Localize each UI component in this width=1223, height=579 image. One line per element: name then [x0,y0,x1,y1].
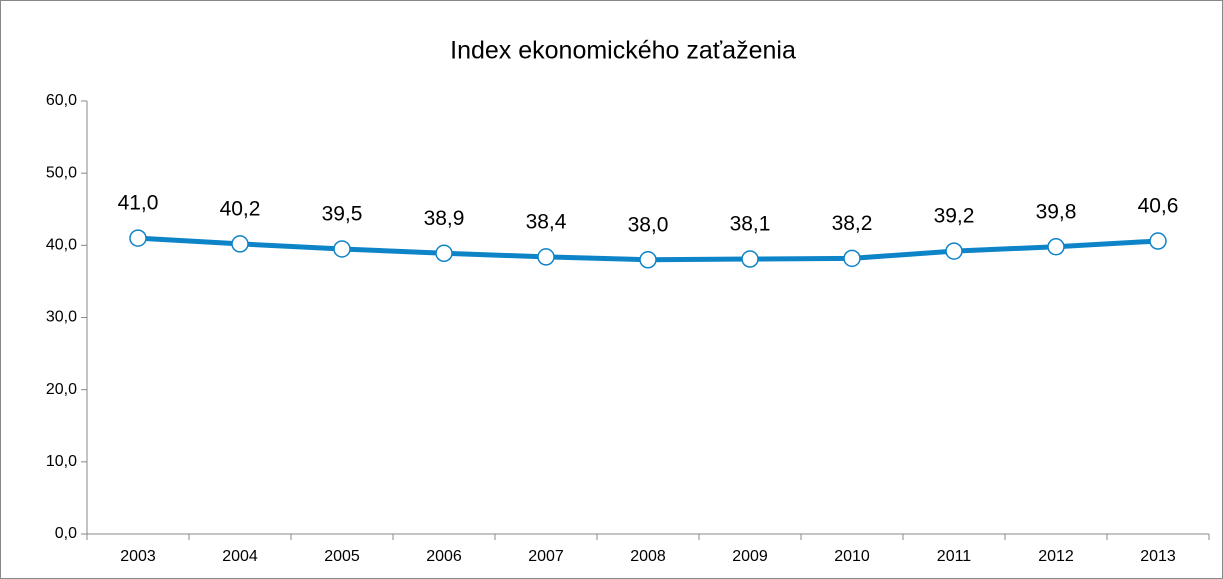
chart-title: Index ekonomického zaťaženia [450,37,796,65]
x-tick-label: 2004 [222,548,258,565]
point-marker [231,235,249,253]
x-tick-label: 2003 [120,548,156,565]
y-tick-label: 50,0 [46,164,77,181]
y-tick-label: 20,0 [46,381,77,398]
data-label: 38,2 [832,212,873,235]
y-tick-label: 40,0 [46,237,77,254]
x-tick-label: 2005 [324,548,360,565]
data-label: 38,9 [424,207,465,230]
point-marker [741,250,759,268]
data-label: 38,4 [526,210,567,233]
data-label: 40,2 [220,197,261,220]
y-tick-label: 60,0 [46,92,77,109]
x-tick-label: 2012 [1038,548,1074,565]
data-label: 41,0 [118,192,159,215]
x-tick-label: 2008 [630,548,666,565]
point-marker [843,249,861,268]
data-label: 39,8 [1036,200,1077,223]
x-tick-label: 2010 [834,548,870,565]
y-tick-label: 0,0 [55,525,77,542]
x-tick-label: 2013 [1140,548,1176,565]
data-label: 38,0 [628,213,669,236]
point-marker [639,251,657,269]
data-label: 38,1 [730,213,771,236]
data-label: 39,2 [934,205,975,228]
point-marker [129,229,147,247]
x-tick-label: 2006 [426,548,462,565]
point-marker [537,248,555,266]
point-marker [1149,232,1167,250]
data-label: 39,5 [322,202,363,225]
data-label: 40,6 [1138,195,1179,218]
point-marker [435,244,453,263]
point-marker [945,242,963,260]
x-tick-label: 2009 [732,548,768,565]
point-marker [1047,238,1065,256]
x-tick-label: 2007 [528,548,564,565]
y-tick-label: 30,0 [46,309,77,326]
x-tick-label: 2011 [937,548,972,565]
y-tick-label: 10,0 [46,453,77,470]
point-marker [333,240,351,258]
